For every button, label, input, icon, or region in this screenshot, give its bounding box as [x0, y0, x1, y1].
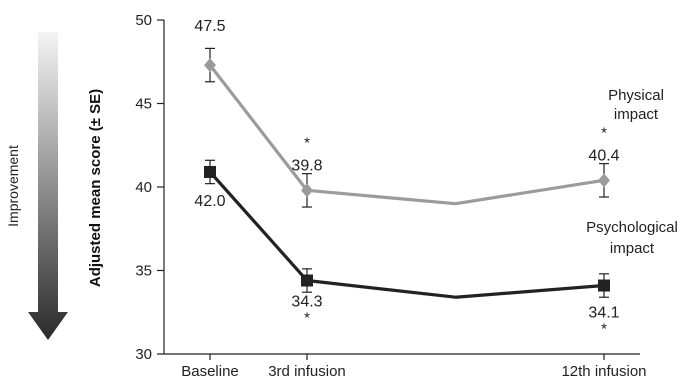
marker-square-1-0	[204, 165, 216, 178]
significance-star-1-3: *	[601, 321, 607, 338]
significance-star-1-1: *	[304, 310, 310, 327]
series-name-1-line-0: Psychological	[586, 219, 678, 236]
significance-star-0-3: *	[601, 124, 607, 141]
marker-diamond-0-3	[598, 173, 610, 188]
series-group	[204, 47, 610, 299]
marker-diamond-0-0	[204, 58, 216, 73]
x-tick-label-0: Baseline	[181, 363, 239, 380]
series-name-1-line-1: impact	[610, 240, 655, 257]
marker-square-1-3	[598, 279, 610, 292]
y-tick-label-50: 50	[135, 12, 152, 29]
series-name-0-line-0: Physical	[608, 87, 664, 104]
series-line-0	[208, 64, 605, 206]
marker-diamond-0-1	[301, 183, 313, 198]
x-tick-label-1: 3rd infusion	[268, 363, 346, 380]
series-0	[204, 47, 610, 208]
data-label-1-0: 42.0	[194, 193, 225, 210]
data-label-0-1: 39.8	[291, 157, 322, 174]
y-axis-title: Adjusted mean score (± SE)	[87, 89, 104, 287]
series-name-0-line-1: impact	[614, 106, 659, 123]
y-tick-label-45: 45	[135, 96, 152, 113]
data-label-0-3: 40.4	[588, 147, 619, 164]
y-tick-label-40: 40	[135, 179, 152, 196]
improvement-label: Improvement	[5, 145, 21, 227]
series-1	[204, 159, 610, 299]
significance-star-0-1: *	[304, 134, 310, 151]
axes	[157, 19, 640, 360]
tick-labels: 30 35 40 45 50 Baseline 3rd infusion 12th infus…	[135, 12, 646, 380]
data-label-1-3: 34.1	[588, 305, 619, 322]
y-tick-label-30: 30	[135, 346, 152, 363]
series-line-1	[208, 170, 605, 299]
data-label-1-1: 34.3	[291, 294, 322, 311]
x-tick-label-4: 12th infusion	[561, 363, 646, 380]
marker-square-1-1	[301, 274, 313, 287]
data-label-0-0: 47.5	[194, 18, 225, 35]
y-tick-label-35: 35	[135, 263, 152, 280]
improvement-arrow	[28, 32, 68, 340]
